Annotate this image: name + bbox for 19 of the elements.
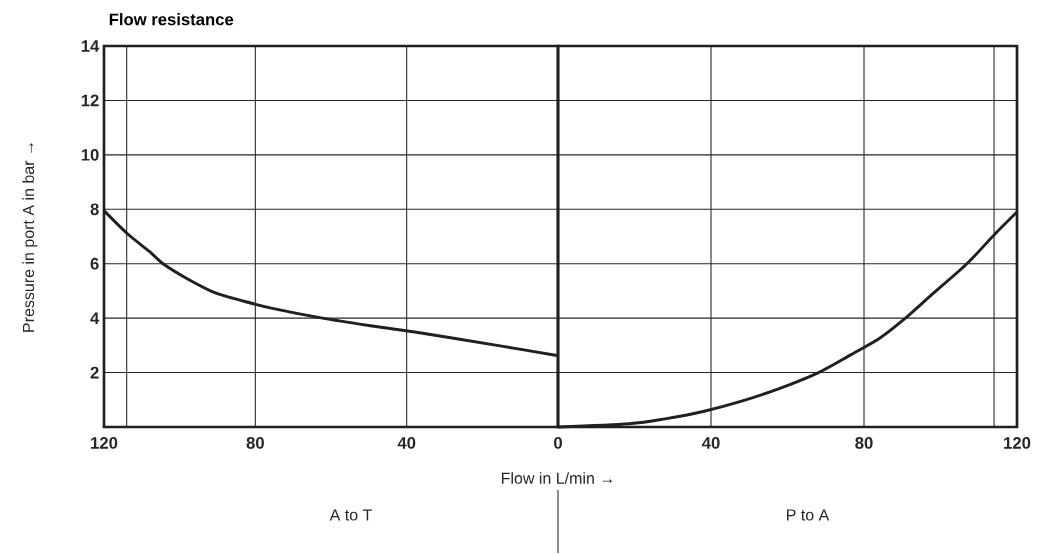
- y-tick-label: 4: [90, 312, 100, 325]
- chart-title: Flow resistance: [109, 13, 234, 26]
- y-tick-label: 6: [90, 258, 99, 270]
- y-tick-label: 12: [81, 94, 99, 107]
- text: A to T: [329, 509, 372, 521]
- x-tick-label: 40: [701, 437, 720, 450]
- x-tick-label: 80: [855, 437, 873, 450]
- text: P to A: [787, 509, 830, 521]
- x-tick-label: 0: [554, 437, 562, 450]
- y-tick-label: 8: [90, 203, 99, 216]
- x-tick-label: 120: [1004, 437, 1031, 450]
- x-axis-title: Flow in L/min →: [501, 472, 613, 485]
- y-axis-title: Pressure in port A in bar →: [22, 143, 38, 332]
- x-tick-label: 40: [397, 437, 416, 450]
- x-tick-label: 80: [246, 437, 264, 450]
- y-tick-label: 10: [81, 149, 99, 161]
- y-tick-label: 14: [81, 40, 100, 52]
- y-tick-label: 2: [90, 367, 99, 379]
- x-tick-label: 120: [91, 437, 118, 450]
